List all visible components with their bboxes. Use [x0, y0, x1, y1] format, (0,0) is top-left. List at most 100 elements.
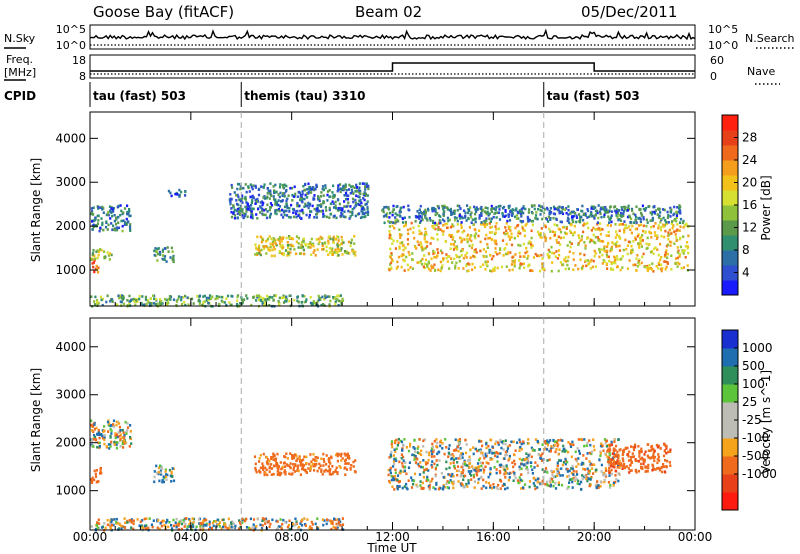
y-tick-label: 2000 [55, 219, 86, 233]
noise-trace [89, 28, 696, 46]
x-tick-labels: 00:00 04:00 08:00 12:00 16:00 20:00 00:00 [73, 530, 713, 544]
beam-title: Beam 02 [355, 3, 422, 21]
date-title: 05/Dec/2011 [581, 3, 677, 21]
freq-right-tick-top: 60 [710, 54, 724, 67]
colorbar-tick-label: 4 [742, 266, 750, 280]
power-axes: 1000 2000 3000 4000 [55, 111, 696, 307]
x-tick-label: 00:00 [73, 530, 108, 544]
echo-region [253, 452, 357, 477]
colorbar-tick-label: 1000 [742, 341, 773, 355]
x-axis-label: Time UT [366, 541, 417, 554]
colorbar-swatch [722, 145, 738, 161]
cpid-segment-label: themis (tau) 3310 [244, 89, 365, 103]
noise-left-tick-top: 10^5 [56, 23, 86, 36]
noise-right-tick-top: 10^5 [708, 23, 738, 36]
echo-region [167, 188, 187, 198]
velocity-image [90, 419, 672, 532]
colorbar-swatch [722, 280, 738, 296]
freq-left-tick-top: 18 [72, 54, 86, 67]
cpid-segment-label: tau (fast) 503 [93, 89, 186, 103]
velocity-colorbar-label: Velocity [m s^-1] [759, 370, 773, 474]
echo-region [90, 466, 103, 484]
freq-left-tick-bottom: 8 [79, 70, 86, 83]
colorbar-tick-label: 8 [742, 243, 750, 257]
velocity-colorbar: Velocity [m s^-1] 1000 500 100 25 -25 -100 -50… [721, 329, 777, 511]
velocity-axes: 1000 2000 3000 4000 [55, 317, 696, 531]
y-tick-label: 1000 [55, 263, 86, 277]
echo-region [607, 442, 672, 474]
x-tick-label: 12:00 [375, 530, 410, 544]
colorbar-tick-label: -1000 [742, 467, 777, 481]
cpid-segment-label: tau (fast) 503 [547, 89, 640, 103]
noise-right-tick-bottom: 10^0 [708, 39, 738, 52]
x-tick-label: 16:00 [476, 530, 511, 544]
colorbar-swatch [722, 265, 738, 281]
echo-region [387, 221, 690, 273]
colorbar-swatch [722, 384, 738, 403]
colorbar-swatch [722, 456, 738, 475]
echo-region [90, 517, 345, 532]
colorbar-swatch [722, 235, 738, 251]
colorbar-swatch [722, 420, 738, 439]
x-tick-label: 04:00 [174, 530, 209, 544]
power-panel: 1000 2000 3000 4000 Slant Range [km] [29, 111, 696, 308]
y-tick-label: 1000 [55, 484, 86, 498]
colorbar-swatch [722, 190, 738, 206]
y-tick-label: 4000 [55, 131, 86, 145]
colorbar-tick-label: 100 [742, 377, 765, 391]
freq-label-1: Freq. [6, 53, 33, 66]
colorbar-swatch [722, 220, 738, 236]
power-colorbar-label: Power [dB] [759, 175, 773, 240]
x-tick-label: 08:00 [274, 530, 309, 544]
colorbar-tick-label: 24 [742, 153, 757, 167]
echo-region [381, 204, 685, 225]
y-tick-label: 3000 [55, 175, 86, 189]
colorbar-swatch [722, 474, 738, 493]
colorbar-tick-label: 25 [742, 395, 757, 409]
echo-region [387, 437, 621, 491]
colorbar-tick-label: 12 [742, 221, 757, 235]
freq-trace [90, 62, 695, 75]
cpid-label: CPID [4, 89, 36, 103]
colorbar-tick-label: -500 [742, 449, 769, 463]
freq-panel-frame [89, 54, 696, 79]
echo-region [254, 235, 357, 258]
colorbar-swatch [722, 438, 738, 457]
colorbar-swatch [722, 160, 738, 176]
noise-right-label: N.Search [745, 32, 795, 45]
echo-region [90, 204, 132, 233]
noise-sky-line [89, 28, 696, 41]
power-ylabel: Slant Range [km] [29, 158, 43, 262]
freq-label-2: [MHz] [4, 66, 36, 79]
echo-region [90, 419, 133, 450]
colorbar-tick-label: -25 [742, 413, 762, 427]
colorbar-swatch [722, 205, 738, 221]
noise-left-label: N.Sky [4, 32, 36, 45]
colorbar-tick-label: 20 [742, 176, 757, 190]
colorbar-tick-label: 16 [742, 198, 757, 212]
colorbar-swatch [722, 250, 738, 266]
colorbar-swatch [722, 492, 738, 511]
colorbar-swatch [722, 366, 738, 385]
colorbar-swatch [722, 402, 738, 421]
echo-region [153, 246, 175, 264]
y-tick-label: 4000 [55, 340, 86, 354]
colorbar-swatch [722, 115, 738, 131]
freq-line [90, 62, 695, 72]
x-tick-label: 00:00 [678, 530, 713, 544]
colorbar-swatch [722, 330, 738, 349]
panel-frame [89, 317, 696, 531]
colorbar-tick-label: 28 [742, 131, 757, 145]
x-tick-label: 20:00 [577, 530, 612, 544]
nave-label: Nave [747, 65, 775, 78]
cpid-strip: tau (fast) 503 themis (tau) 3310 tau (fast… [89, 82, 640, 107]
echo-region [228, 182, 370, 220]
y-tick-label: 3000 [55, 388, 86, 402]
freq-right-tick-bottom: 0 [710, 70, 717, 83]
station-title: Goose Bay (fitACF) [93, 3, 234, 21]
echo-region [153, 464, 176, 484]
power-colorbar: Power [dB] 4 8 12 16 20 24 28 [721, 114, 773, 296]
colorbar-swatch [722, 130, 738, 146]
colorbar-swatch [722, 348, 738, 367]
